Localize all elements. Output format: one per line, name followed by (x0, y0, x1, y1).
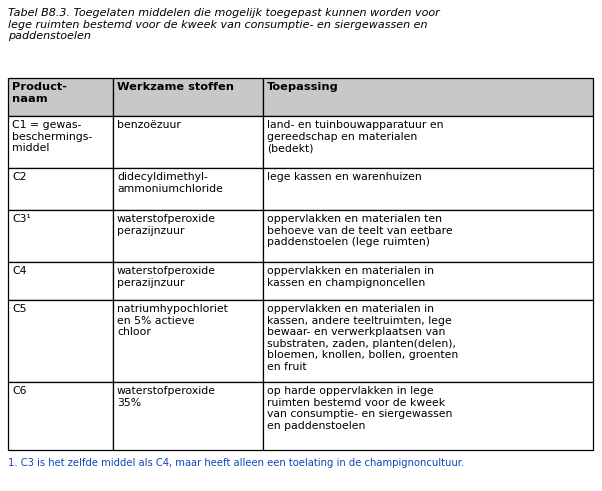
Bar (263, 262, 593, 300)
Text: Product-
naam: Product- naam (12, 82, 67, 104)
Bar (263, 78, 593, 116)
Bar (8, 382, 113, 450)
Bar (113, 262, 263, 300)
Text: Tabel B8.3. Toegelaten middelen die mogelijk toegepast kunnen worden voor
lege r: Tabel B8.3. Toegelaten middelen die moge… (8, 8, 439, 41)
Text: Toepassing: Toepassing (267, 82, 339, 92)
Text: benzoëzuur: benzoëzuur (117, 120, 181, 130)
Bar (8, 210, 113, 262)
Bar (8, 168, 113, 210)
Text: C6: C6 (12, 386, 26, 396)
Text: C5: C5 (12, 304, 26, 314)
Text: C2: C2 (12, 172, 26, 182)
Bar (263, 168, 593, 210)
Text: oppervlakken en materialen in
kassen, andere teeltruimten, lege
bewaar- en verwe: oppervlakken en materialen in kassen, an… (267, 304, 458, 372)
Text: oppervlakken en materialen in
kassen en champignoncellen: oppervlakken en materialen in kassen en … (267, 266, 434, 288)
Bar (113, 116, 263, 168)
Bar (8, 300, 113, 382)
Text: Werkzame stoffen: Werkzame stoffen (117, 82, 234, 92)
Bar (113, 300, 263, 382)
Bar (113, 210, 263, 262)
Text: waterstofperoxide
perazijnzuur: waterstofperoxide perazijnzuur (117, 214, 216, 236)
Bar (113, 78, 263, 116)
Bar (263, 116, 593, 168)
Text: op harde oppervlakken in lege
ruimten bestemd voor de kweek
van consumptie- en s: op harde oppervlakken in lege ruimten be… (267, 386, 452, 431)
Bar (8, 262, 113, 300)
Bar (113, 382, 263, 450)
Bar (8, 116, 113, 168)
Text: natriumhypochloriet
en 5% actieve
chloor: natriumhypochloriet en 5% actieve chloor (117, 304, 228, 337)
Text: waterstofperoxide
35%: waterstofperoxide 35% (117, 386, 216, 408)
Bar (8, 78, 113, 116)
Text: didecyldimethyl-
ammoniumchloride: didecyldimethyl- ammoniumchloride (117, 172, 223, 193)
Text: C3¹: C3¹ (12, 214, 31, 224)
Text: C4: C4 (12, 266, 26, 276)
Bar (113, 168, 263, 210)
Bar (263, 382, 593, 450)
Bar (263, 300, 593, 382)
Text: waterstofperoxide
perazijnzuur: waterstofperoxide perazijnzuur (117, 266, 216, 288)
Bar (263, 210, 593, 262)
Text: land- en tuinbouwapparatuur en
gereedschap en materialen
(bedekt): land- en tuinbouwapparatuur en gereedsch… (267, 120, 444, 153)
Text: oppervlakken en materialen ten
behoeve van de teelt van eetbare
paddenstoelen (l: oppervlakken en materialen ten behoeve v… (267, 214, 453, 247)
Text: C1 = gewas-
beschermings-
middel: C1 = gewas- beschermings- middel (12, 120, 92, 153)
Text: 1. C3 is het zelfde middel als C4, maar heeft alleen een toelating in de champig: 1. C3 is het zelfde middel als C4, maar … (8, 458, 464, 468)
Text: lege kassen en warenhuizen: lege kassen en warenhuizen (267, 172, 422, 182)
